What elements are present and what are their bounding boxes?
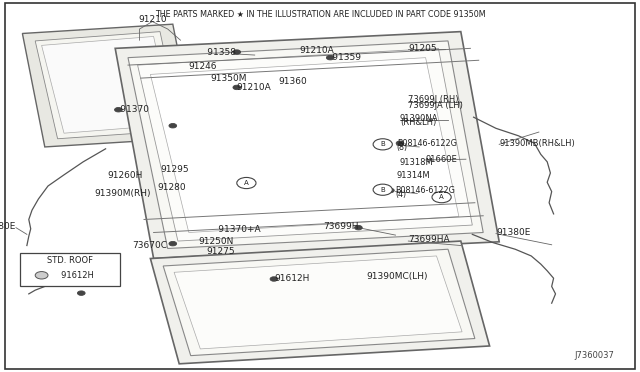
Text: 91390MC(LH): 91390MC(LH): [366, 272, 428, 280]
Text: 91360: 91360: [278, 77, 307, 86]
Text: 91370+A: 91370+A: [216, 225, 261, 234]
Text: 91380E: 91380E: [496, 228, 531, 237]
Text: B08146-6122G: B08146-6122G: [396, 186, 456, 195]
Text: 91210: 91210: [138, 15, 166, 24]
Text: 91350M: 91350M: [210, 74, 246, 83]
Polygon shape: [174, 256, 462, 349]
Circle shape: [237, 177, 256, 189]
Polygon shape: [22, 24, 195, 147]
Text: 91380E: 91380E: [0, 222, 16, 231]
Text: 91370: 91370: [118, 105, 149, 114]
Text: 91295: 91295: [160, 165, 189, 174]
Text: 73670C: 73670C: [132, 241, 168, 250]
Polygon shape: [42, 36, 173, 133]
Polygon shape: [150, 241, 490, 364]
Text: 91359: 91359: [330, 53, 361, 62]
Text: 91358: 91358: [205, 48, 236, 57]
Circle shape: [373, 184, 392, 195]
Text: 91280: 91280: [157, 183, 186, 192]
Circle shape: [35, 272, 48, 279]
Polygon shape: [115, 32, 499, 259]
Circle shape: [115, 108, 122, 112]
Text: 91210A: 91210A: [237, 83, 271, 92]
Text: 91390MB(RH&LH): 91390MB(RH&LH): [499, 139, 575, 148]
Text: 73699JA (LH): 73699JA (LH): [408, 101, 463, 110]
Text: 73699J (RH): 73699J (RH): [408, 95, 459, 104]
Text: 91390NA: 91390NA: [400, 114, 438, 123]
Polygon shape: [128, 41, 483, 248]
Text: B08146-6122G: B08146-6122G: [397, 139, 457, 148]
Text: (4): (4): [396, 190, 406, 199]
Polygon shape: [163, 249, 475, 356]
Text: 91314M: 91314M: [397, 171, 431, 180]
Circle shape: [387, 188, 394, 193]
Text: 91660E: 91660E: [426, 155, 458, 164]
Polygon shape: [150, 58, 459, 232]
Circle shape: [396, 141, 404, 145]
Text: 91250N: 91250N: [198, 237, 234, 246]
Circle shape: [270, 277, 278, 281]
Text: 91210A: 91210A: [300, 46, 334, 55]
Polygon shape: [138, 48, 472, 241]
Text: THE PARTS MARKED ★ IN THE ILLUSTRATION ARE INCLUDED IN PART CODE 91350M: THE PARTS MARKED ★ IN THE ILLUSTRATION A…: [155, 10, 485, 19]
Circle shape: [233, 50, 241, 54]
Circle shape: [169, 241, 177, 246]
Text: (RH&LH): (RH&LH): [400, 118, 436, 127]
Bar: [20, 253, 120, 286]
Circle shape: [233, 85, 241, 90]
Text: 91612H: 91612H: [274, 274, 309, 283]
Text: A: A: [439, 194, 444, 200]
Circle shape: [355, 225, 362, 230]
Text: 91612H: 91612H: [59, 271, 93, 280]
Circle shape: [432, 192, 451, 203]
Text: 91390M(RH): 91390M(RH): [95, 189, 151, 198]
Text: 91260H: 91260H: [108, 171, 143, 180]
Text: 73699HA: 73699HA: [408, 235, 450, 244]
Circle shape: [326, 55, 334, 60]
Text: 91275: 91275: [206, 247, 235, 256]
Circle shape: [169, 124, 177, 128]
Text: 91246: 91246: [189, 62, 218, 71]
Polygon shape: [35, 32, 181, 139]
Text: STD. ROOF: STD. ROOF: [47, 256, 93, 265]
Circle shape: [77, 291, 85, 295]
Text: B: B: [380, 187, 385, 193]
Text: 91318M: 91318M: [400, 158, 434, 167]
Circle shape: [373, 139, 392, 150]
Text: B: B: [380, 141, 385, 147]
Text: A: A: [244, 180, 249, 186]
Text: (8): (8): [397, 143, 408, 152]
Text: J7360037: J7360037: [575, 351, 614, 360]
Text: 91205: 91205: [408, 44, 437, 53]
Text: 73699H: 73699H: [323, 222, 358, 231]
